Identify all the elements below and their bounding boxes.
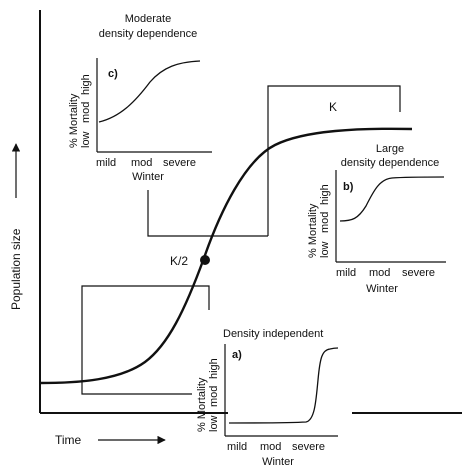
inset-b-x-tick-mild: mild — [336, 267, 356, 279]
inset-b-x-axis-label: Winter — [366, 283, 398, 295]
middle-bracket — [147, 190, 268, 237]
inset-b-y-tick-low: low — [319, 241, 331, 258]
inset-c-title-line1: Moderate — [125, 13, 171, 25]
inset-c-mortality-curve — [98, 60, 201, 123]
inset-a-letter: a) — [232, 349, 242, 361]
inset-b-y-tick-mod: mod — [319, 212, 331, 233]
inset-c-y-tick-low: low — [80, 131, 92, 148]
inset-a-y-tick-high: high — [208, 358, 220, 379]
inset-b-y-axis-label: % Mortality — [307, 203, 319, 258]
inset-a-x-tick-mod: mod — [260, 441, 281, 453]
k-label: K — [329, 100, 337, 114]
inset-b-letter: b) — [343, 181, 354, 193]
y-axis-label: Population size — [9, 228, 23, 310]
inset-c-y-axis-label: % Mortality — [68, 93, 80, 148]
lower-bracket — [81, 285, 210, 395]
inset-b-mortality-curve — [339, 176, 445, 222]
inset-b-x-tick-mod: mod — [369, 267, 390, 279]
inset-c-x-tick-mod: mod — [131, 157, 152, 169]
k-half-point — [200, 255, 210, 265]
inset-a-y-tick-low: low — [208, 415, 220, 432]
inset-a: Density independent a) % Mortality low m… — [196, 328, 339, 468]
inset-c-x-tick-mild: mild — [96, 157, 116, 169]
inset-b-title-line1: Large — [376, 143, 404, 155]
inset-c-letter: c) — [108, 68, 118, 80]
inset-c-y-tick-high: high — [80, 74, 92, 95]
inset-a-x-tick-severe: severe — [292, 441, 325, 453]
inset-c: Moderate density dependence c) % Mortali… — [68, 13, 212, 183]
inset-a-title: Density independent — [223, 328, 323, 340]
x-axis-label: Time — [55, 433, 82, 447]
inset-b: Large density dependence b) % Mortality … — [307, 143, 446, 295]
inset-a-x-axis-label: Winter — [262, 456, 294, 468]
k-bracket — [267, 85, 401, 236]
inset-b-x-tick-severe: severe — [402, 267, 435, 279]
inset-c-x-tick-severe: severe — [163, 157, 196, 169]
inset-c-title-line2: density dependence — [99, 28, 197, 40]
inset-c-x-axis-label: Winter — [132, 171, 164, 183]
inset-a-y-tick-mod: mod — [208, 386, 220, 407]
inset-a-y-axis-label: % Mortality — [196, 377, 208, 432]
k-half-label: K/2 — [170, 254, 188, 268]
inset-c-y-tick-mod: mod — [80, 102, 92, 123]
inset-b-y-tick-high: high — [319, 184, 331, 205]
inset-a-mortality-curve — [228, 347, 339, 424]
inset-b-title-line2: density dependence — [341, 157, 439, 169]
inset-a-x-tick-mild: mild — [227, 441, 247, 453]
